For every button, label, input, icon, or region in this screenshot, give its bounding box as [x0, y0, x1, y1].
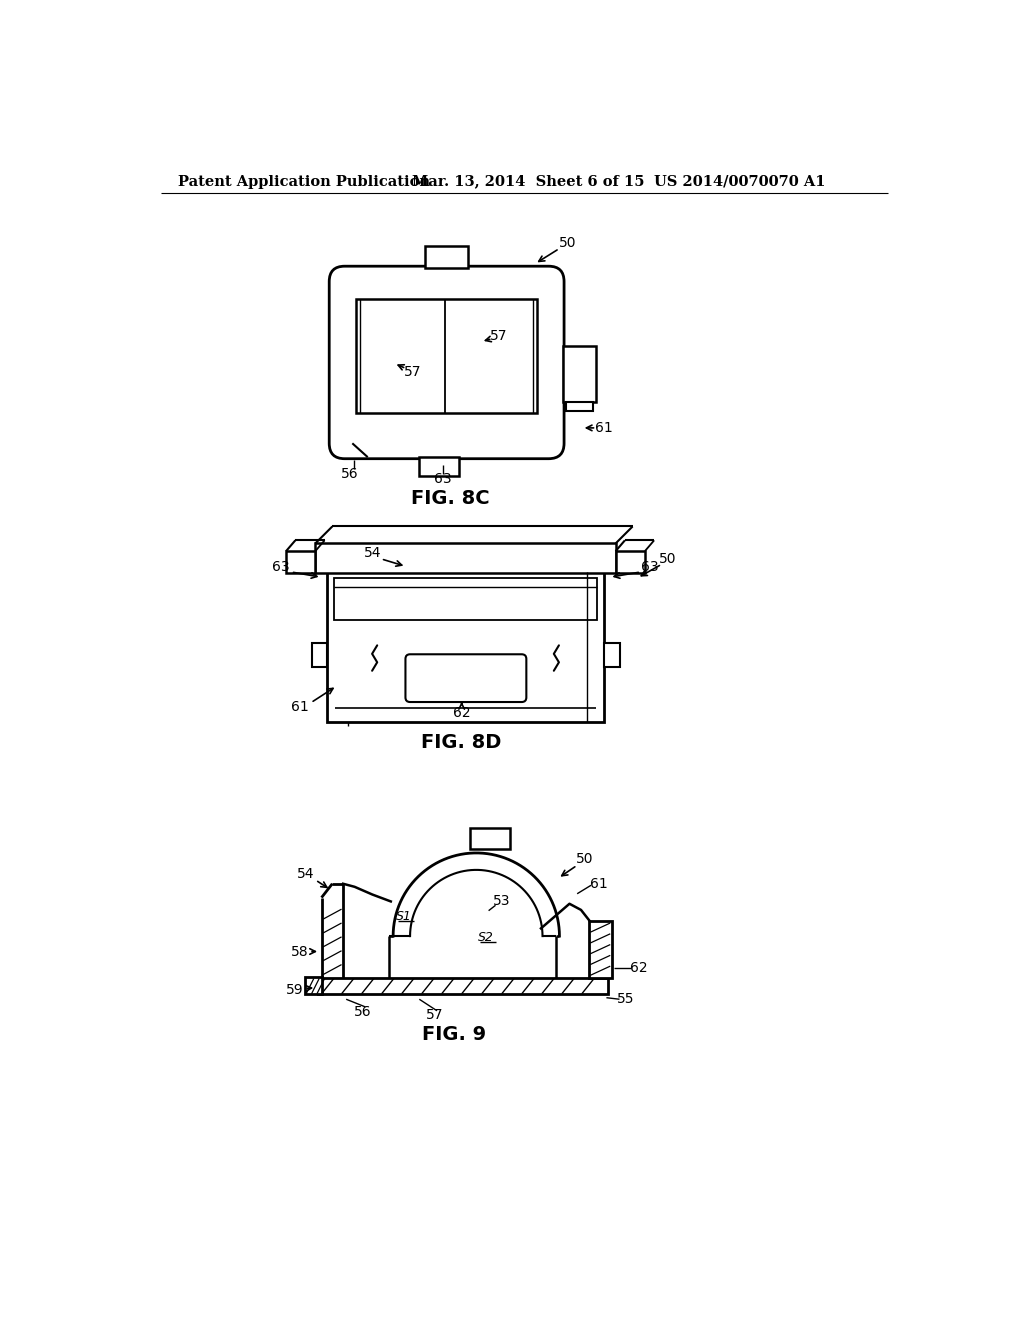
Text: 59: 59: [286, 983, 303, 997]
Text: 62: 62: [630, 961, 647, 975]
Text: 56: 56: [341, 467, 358, 480]
Text: 50: 50: [559, 236, 577, 249]
Text: 63: 63: [272, 560, 290, 574]
Text: FIG. 8C: FIG. 8C: [411, 490, 489, 508]
Bar: [566, 401, 593, 411]
Bar: [304, 977, 322, 994]
Bar: [327, 572, 604, 722]
Bar: [286, 552, 315, 573]
Text: Mar. 13, 2014  Sheet 6 of 15: Mar. 13, 2014 Sheet 6 of 15: [412, 174, 644, 189]
Text: 57: 57: [426, 1008, 443, 1023]
Bar: [311, 643, 327, 668]
Text: S1: S1: [396, 911, 412, 924]
Text: 57: 57: [403, 366, 421, 379]
Text: 57: 57: [489, 329, 507, 342]
Text: 58: 58: [291, 945, 309, 958]
Bar: [356, 300, 538, 413]
Text: 61: 61: [291, 701, 309, 714]
Text: 62: 62: [453, 706, 470, 719]
Text: 54: 54: [297, 867, 314, 882]
Text: 54: 54: [365, 545, 382, 560]
Text: 61: 61: [590, 876, 607, 891]
Text: 63: 63: [641, 560, 658, 574]
Text: US 2014/0070070 A1: US 2014/0070070 A1: [654, 174, 825, 189]
Bar: [615, 552, 645, 573]
Bar: [317, 978, 608, 994]
Text: 61: 61: [595, 421, 613, 434]
Text: 63: 63: [434, 473, 452, 487]
Bar: [589, 921, 611, 978]
Bar: [334, 578, 597, 620]
Bar: [425, 246, 468, 268]
Bar: [563, 346, 596, 401]
Text: FIG. 8D: FIG. 8D: [422, 733, 502, 751]
Bar: [419, 457, 459, 477]
Text: Patent Application Publication: Patent Application Publication: [178, 174, 430, 189]
FancyBboxPatch shape: [406, 655, 526, 702]
Bar: [315, 544, 615, 573]
Text: 53: 53: [493, 895, 510, 908]
Text: 50: 50: [659, 552, 677, 566]
Text: S2: S2: [478, 931, 495, 944]
Text: FIG. 9: FIG. 9: [422, 1026, 486, 1044]
Text: 56: 56: [354, 1005, 372, 1019]
Bar: [470, 828, 510, 849]
Bar: [604, 643, 620, 668]
Text: 55: 55: [616, 993, 635, 1006]
FancyBboxPatch shape: [330, 267, 564, 459]
Text: 50: 50: [577, 853, 594, 866]
